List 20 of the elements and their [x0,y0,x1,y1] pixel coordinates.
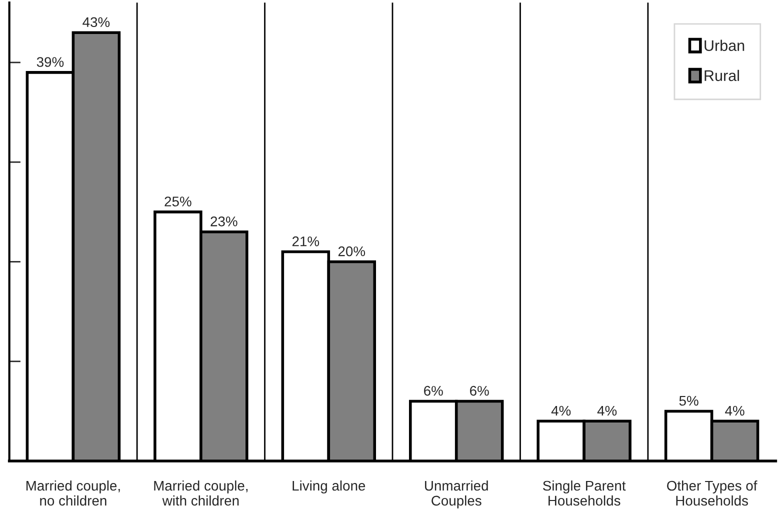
legend-label: Rural [704,70,739,82]
x-tick-label: Single Parent Households [543,480,626,506]
x-tick-label: Living alone [292,480,366,494]
x-tick-label: Unmarried Couples [425,480,488,508]
data-label: 4% [597,406,617,416]
data-label: 6% [470,386,489,396]
data-label: 21% [292,236,320,246]
x-tick-label: Other Types of Households [667,480,758,506]
data-label: 6% [424,386,443,396]
data-label: 43% [82,17,110,28]
data-label: 4% [725,406,744,416]
x-tick-label: Married couple, no children [26,480,120,506]
data-label: 5% [679,396,698,406]
data-label: 4% [551,406,571,416]
data-label: 20% [338,246,366,256]
data-label: 39% [36,57,64,67]
data-label: 23% [210,216,238,226]
legend-label: Urban [704,40,744,52]
data-label: 25% [164,196,192,206]
x-tick-label: Married couple, with children [154,480,248,506]
